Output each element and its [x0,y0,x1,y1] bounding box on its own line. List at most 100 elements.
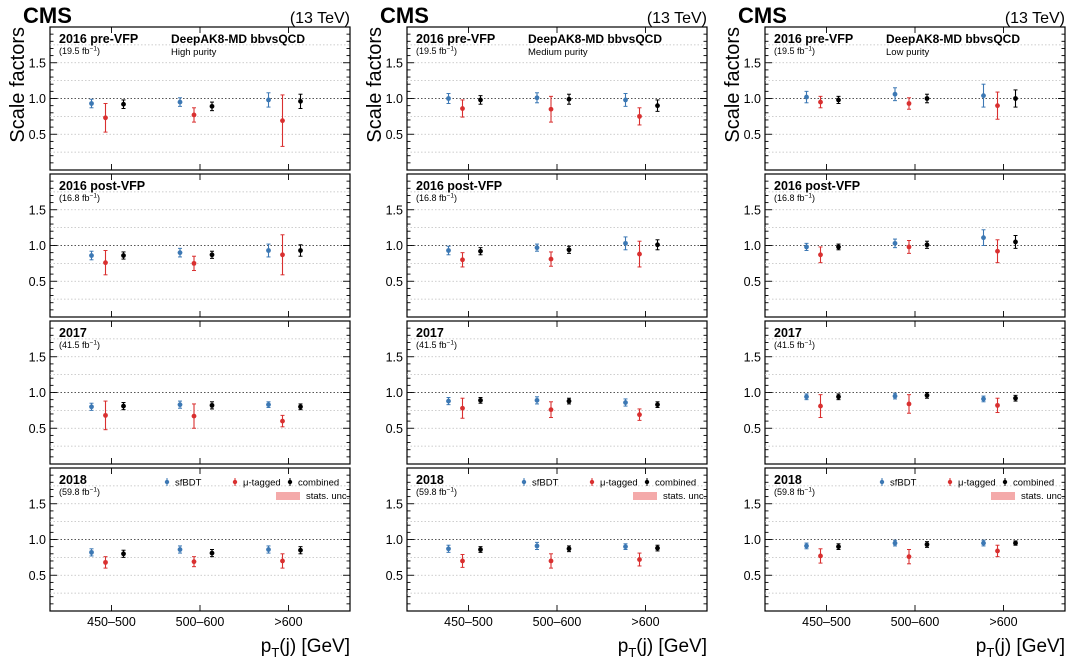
x-tick-label: >600 [631,615,659,629]
lumi-close: ) [812,46,815,56]
lumi-text: (59.8 fb [59,487,90,497]
y-tick-label: 0.5 [744,128,761,142]
combined-point [121,551,126,557]
cms-label: CMS [738,3,787,28]
lumi-label: (16.8 fb−1) [416,193,457,204]
combined-point [209,103,215,109]
panel-2-1: 0.5 1.0 1.5 2016 pre-VFP(19.5 fb−1) DeepAK8-… [386,26,708,171]
mu_tagged-point [995,548,1000,554]
era-label: 2018 [59,473,87,487]
combined-point [1013,239,1018,245]
y-tick-label: 1.0 [744,239,761,253]
sfBDT-point [623,544,628,550]
era-label: 2017 [59,326,87,340]
lumi-close: ) [454,487,457,497]
lumi-exponent: −1 [90,46,98,53]
lumi-exponent: −1 [90,340,98,347]
y-tick-label: 1.5 [29,203,46,217]
y-tick-label: 0.5 [744,275,761,289]
legend-label: μ-tagged [243,478,281,489]
era-label: 2017 [774,326,802,340]
legend-stats-band [633,492,657,500]
legend-label: sfBDT [532,478,559,489]
sfBDT-point [266,97,271,103]
lumi-close: ) [97,487,100,497]
cms-label: CMS [23,3,72,28]
legend-label: stats. unc. [1021,491,1064,502]
combined-point [298,547,303,553]
y-tick-label: 1.0 [29,386,46,400]
era-label: 2016 post-VFP [59,179,145,193]
combined-point [836,244,841,250]
sfBDT-point [892,393,898,399]
sfBDT-point [981,396,986,402]
tagger-label: DeepAK8-MD bbvsQCD [886,32,1020,46]
mu_tagged-point [906,101,912,106]
lumi-close: ) [812,340,815,350]
lumi-text: (59.8 fb [416,487,447,497]
y-tick-label: 1.0 [386,533,403,547]
mu_tagged-point [906,554,912,560]
combined-point [566,96,572,102]
panel-3-2: 0.5 1.0 1.5 2016 post-VFP(16.8 fb−1) [744,173,1066,318]
lumi-label: (19.5 fb−1) [416,46,457,57]
sfBDT-point [89,253,94,258]
combined-point [1013,540,1018,546]
lumi-exponent: −1 [805,340,813,347]
lumi-close: ) [97,46,100,56]
mu_tagged-point [906,401,912,407]
y-tick-label: 1.0 [29,239,46,253]
era-label: 2018 [416,473,444,487]
lumi-exponent: −1 [805,46,813,53]
lumi-exponent: −1 [90,487,98,494]
sfBDT-point [981,540,986,546]
x-axis-label-main: p [261,636,272,657]
x-axis-label: pT(j) [GeV] [618,636,707,660]
combined-point [655,242,660,248]
mu_tagged-point [191,260,197,266]
legend-label: stats. unc. [663,491,706,502]
sfBDT-point [804,244,809,250]
y-tick-label: 1.5 [386,497,403,511]
legend-label: μ-tagged [600,478,638,489]
y-tick-label: 0.5 [744,569,761,583]
lumi-exponent: −1 [447,340,455,347]
y-tick-label: 1.0 [744,386,761,400]
mu_tagged-point [191,559,197,565]
cms-label: CMS [380,3,429,28]
combined-point [924,392,930,398]
sfBDT-point [177,402,183,408]
x-axis-label-sub: T [628,645,636,660]
combined-point [298,98,303,104]
sfBDT-point [623,400,628,405]
mu_tagged-point [280,418,285,424]
mu_tagged-point [637,412,642,418]
combined-point [298,248,303,253]
sfBDT-point [534,95,540,101]
legend-label: combined [298,478,339,489]
combined-point [1013,96,1018,101]
purity-label: High purity [171,47,217,58]
mu_tagged-point [995,103,1000,109]
y-tick-label: 1.5 [386,350,403,364]
y-tick-label: 0.5 [386,128,403,142]
era-label: 2016 pre-VFP [774,32,853,46]
mu_tagged-point [460,257,465,263]
y-tick-label: 0.5 [29,128,46,142]
era-label: 2018 [774,473,802,487]
sfBDT-point [446,546,451,552]
lumi-exponent: −1 [447,193,455,200]
lumi-label: (16.8 fb−1) [59,193,100,204]
x-tick-label: 500–600 [533,615,582,629]
lumi-close: ) [454,340,457,350]
mu_tagged-point [460,558,465,564]
y-tick-label: 0.5 [744,422,761,436]
x-tick-label: 450–500 [444,615,493,629]
combined-point [924,542,930,547]
mu_tagged-point [548,106,554,112]
sfBDT-point [534,543,540,549]
lumi-text: (41.5 fb [59,340,90,350]
x-tick-label: >600 [274,615,302,629]
x-axis-label-sub: T [271,645,279,660]
legend-marker [644,479,650,485]
